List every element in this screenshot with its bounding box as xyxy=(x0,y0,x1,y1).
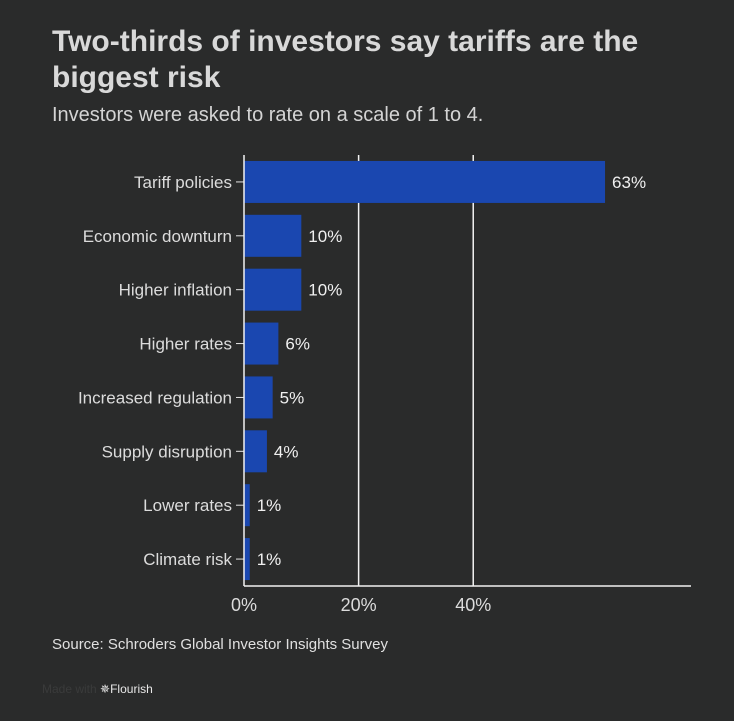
category-label: Supply disruption xyxy=(102,442,232,461)
value-label: 4% xyxy=(274,442,299,461)
flourish-credit[interactable]: Made with ✵Flourish xyxy=(42,682,153,696)
category-label: Higher inflation xyxy=(119,281,232,300)
value-label: 1% xyxy=(257,496,282,515)
bar xyxy=(244,160,606,203)
value-label: 6% xyxy=(285,335,310,354)
chart-title: Two-thirds of investors say tariffs are … xyxy=(52,25,639,94)
value-label: 5% xyxy=(280,388,305,407)
bar xyxy=(244,430,267,473)
bar xyxy=(244,322,279,365)
x-tick-label: 40% xyxy=(455,595,491,615)
bar xyxy=(244,484,250,527)
value-label: 10% xyxy=(308,281,342,300)
bar xyxy=(244,376,273,419)
bar-chart: Tariff policies 63% Economic downturn 10% Hi… xyxy=(78,155,691,615)
bar xyxy=(244,214,302,257)
value-label: 10% xyxy=(308,227,342,246)
flourish-logo: ✵Flourish xyxy=(100,682,153,696)
source-note: Source: Schroders Global Investor Insigh… xyxy=(52,636,388,653)
value-label: 1% xyxy=(257,550,282,569)
value-label: 63% xyxy=(612,173,646,192)
category-label: Lower rates xyxy=(143,496,232,515)
bar xyxy=(244,538,250,581)
category-label: Climate risk xyxy=(143,550,232,569)
bar xyxy=(244,268,302,311)
category-label: Economic downturn xyxy=(83,227,232,246)
category-label: Higher rates xyxy=(139,335,232,354)
category-label: Tariff policies xyxy=(134,173,232,192)
credit-prefix: Made with xyxy=(42,682,97,696)
category-label: Increased regulation xyxy=(78,388,232,407)
chart-subtitle: Investors were asked to rate on a scale … xyxy=(52,104,484,126)
x-tick-label: 20% xyxy=(341,595,377,615)
x-tick-label: 0% xyxy=(231,595,257,615)
